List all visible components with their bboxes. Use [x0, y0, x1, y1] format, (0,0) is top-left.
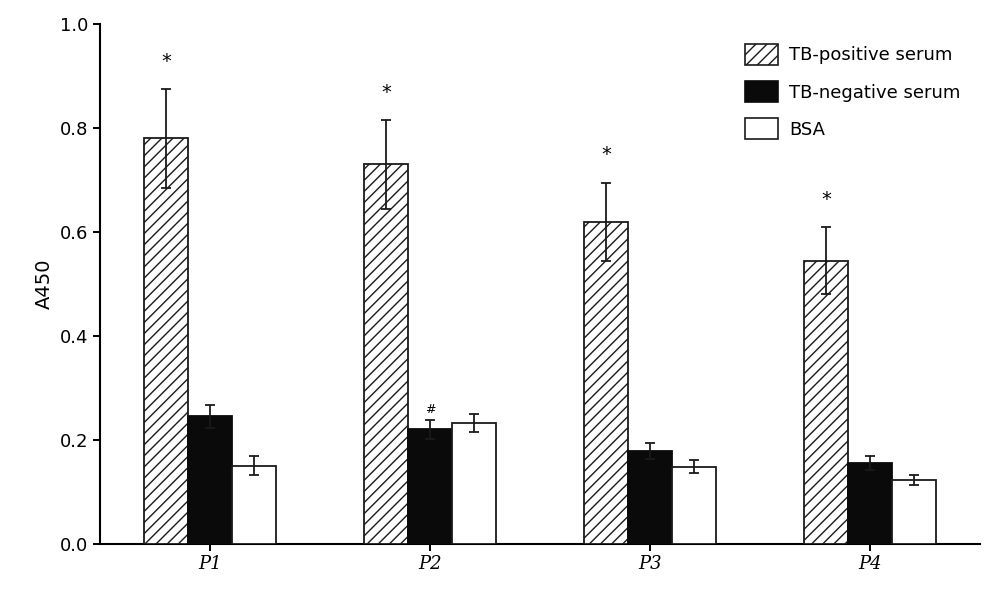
- Bar: [628, 451, 672, 544]
- Bar: [232, 466, 276, 544]
- Bar: [804, 260, 848, 544]
- Text: #: #: [425, 403, 435, 416]
- Bar: [364, 164, 408, 544]
- Bar: [408, 429, 452, 544]
- Bar: [848, 463, 892, 544]
- Text: *: *: [821, 190, 831, 208]
- Legend: TB-positive serum, TB-negative serum, BSA: TB-positive serum, TB-negative serum, BS…: [735, 33, 971, 150]
- Bar: [672, 467, 716, 544]
- Text: *: *: [161, 52, 171, 71]
- Bar: [144, 138, 188, 544]
- Text: *: *: [601, 146, 611, 164]
- Bar: [188, 416, 232, 544]
- Bar: [584, 222, 628, 544]
- Bar: [452, 423, 496, 544]
- Y-axis label: A450: A450: [35, 259, 54, 309]
- Bar: [892, 480, 936, 544]
- Text: *: *: [381, 83, 391, 102]
